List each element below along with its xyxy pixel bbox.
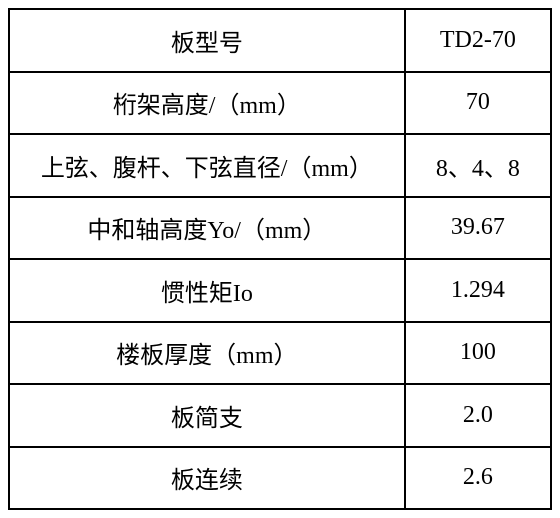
table-row: 中和轴高度Yo/（mm） 39.67 bbox=[9, 197, 551, 260]
table-row: 惯性矩Io 1.294 bbox=[9, 259, 551, 322]
row-value: 8、4、8 bbox=[405, 134, 551, 197]
row-value: 2.0 bbox=[405, 384, 551, 447]
table-row: 板型号 TD2-70 bbox=[9, 9, 551, 72]
row-label: 中和轴高度Yo/（mm） bbox=[9, 197, 405, 260]
row-value: 39.67 bbox=[405, 197, 551, 260]
row-value: 70 bbox=[405, 72, 551, 135]
table-row: 桁架高度/（mm） 70 bbox=[9, 72, 551, 135]
row-value: 2.6 bbox=[405, 447, 551, 510]
table-row: 楼板厚度（mm） 100 bbox=[9, 322, 551, 385]
row-label: 板连续 bbox=[9, 447, 405, 510]
row-label: 上弦、腹杆、下弦直径/（mm） bbox=[9, 134, 405, 197]
row-value: 100 bbox=[405, 322, 551, 385]
row-label: 桁架高度/（mm） bbox=[9, 72, 405, 135]
spec-table: 板型号 TD2-70 桁架高度/（mm） 70 上弦、腹杆、下弦直径/（mm） … bbox=[8, 8, 552, 510]
row-label: 惯性矩Io bbox=[9, 259, 405, 322]
row-value: 1.294 bbox=[405, 259, 551, 322]
table-row: 板连续 2.6 bbox=[9, 447, 551, 510]
row-label: 板型号 bbox=[9, 9, 405, 72]
table-row: 板简支 2.0 bbox=[9, 384, 551, 447]
row-label: 板简支 bbox=[9, 384, 405, 447]
table-row: 上弦、腹杆、下弦直径/（mm） 8、4、8 bbox=[9, 134, 551, 197]
row-value: TD2-70 bbox=[405, 9, 551, 72]
row-label: 楼板厚度（mm） bbox=[9, 322, 405, 385]
